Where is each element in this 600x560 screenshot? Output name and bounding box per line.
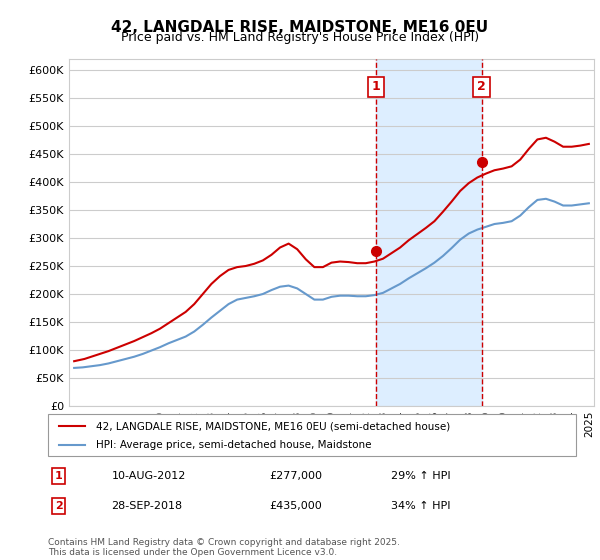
- Text: 2: 2: [477, 80, 486, 94]
- Text: 42, LANGDALE RISE, MAIDSTONE, ME16 0EU: 42, LANGDALE RISE, MAIDSTONE, ME16 0EU: [112, 20, 488, 35]
- Text: 1: 1: [372, 80, 380, 94]
- Text: Contains HM Land Registry data © Crown copyright and database right 2025.
This d: Contains HM Land Registry data © Crown c…: [48, 538, 400, 557]
- Text: Price paid vs. HM Land Registry's House Price Index (HPI): Price paid vs. HM Land Registry's House …: [121, 31, 479, 44]
- FancyBboxPatch shape: [48, 414, 576, 456]
- Text: 29% ↑ HPI: 29% ↑ HPI: [391, 471, 451, 481]
- Text: 34% ↑ HPI: 34% ↑ HPI: [391, 501, 451, 511]
- Text: 2: 2: [55, 501, 62, 511]
- Text: 42, LANGDALE RISE, MAIDSTONE, ME16 0EU (semi-detached house): 42, LANGDALE RISE, MAIDSTONE, ME16 0EU (…: [95, 421, 450, 431]
- Text: 28-SEP-2018: 28-SEP-2018: [112, 501, 182, 511]
- Text: HPI: Average price, semi-detached house, Maidstone: HPI: Average price, semi-detached house,…: [95, 440, 371, 450]
- Text: 10-AUG-2012: 10-AUG-2012: [112, 471, 186, 481]
- Bar: [376, 59, 482, 406]
- Text: £435,000: £435,000: [270, 501, 323, 511]
- Text: 1: 1: [55, 471, 62, 481]
- Text: £277,000: £277,000: [270, 471, 323, 481]
